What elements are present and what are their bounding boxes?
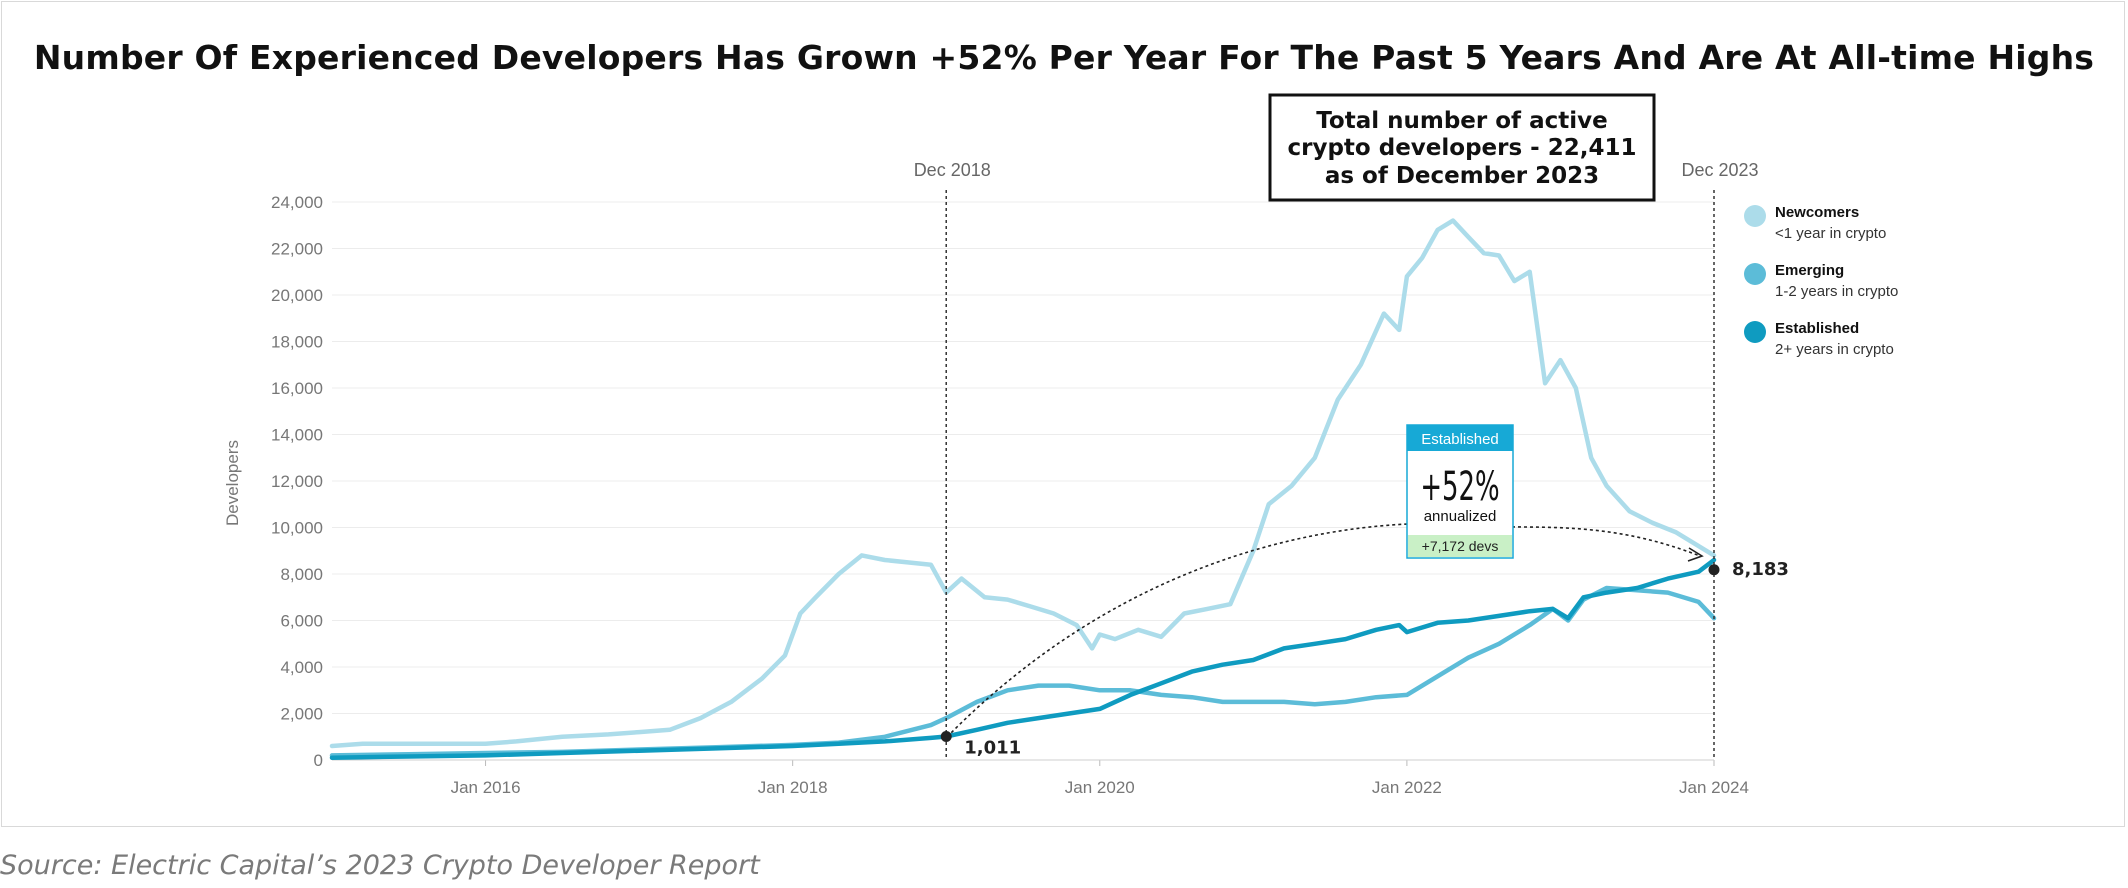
legend-name-newcomers: Newcomers xyxy=(1775,204,1859,221)
legend-name-emerging: Emerging xyxy=(1775,262,1844,279)
total-developers-box: Total number of active crypto developers… xyxy=(1268,93,1656,202)
legend-desc-established: 2+ years in crypto xyxy=(1775,341,1894,358)
callout-footer-bg xyxy=(1408,535,1512,557)
y-tick-label: 16,000 xyxy=(271,379,323,398)
series-lines xyxy=(329,218,1717,760)
callout-header: Established xyxy=(1421,431,1499,448)
series-line-established xyxy=(329,557,1717,760)
legend: Newcomers <1 year in crypto Emerging 1-2 ye… xyxy=(1744,204,1898,358)
endpoint-dot xyxy=(940,730,952,742)
grid-lines xyxy=(332,201,1714,761)
chart-title: Number Of Experienced Developers Has Gro… xyxy=(33,38,2095,77)
y-tick-label: 18,000 xyxy=(271,333,323,352)
y-tick-label: 8,000 xyxy=(280,565,323,584)
x-tick-labels: Jan 2016 Jan 2018 Jan 2020 Jan 2022 Jan 2024 xyxy=(451,760,1749,797)
endpoint-markers: 1,011 8,183 xyxy=(940,559,1789,758)
x-tick-label: Jan 2020 xyxy=(1065,778,1135,797)
established-growth-callout: Established +52% annualized +7,172 devs xyxy=(1406,424,1514,559)
callout-big-value: +52% xyxy=(1420,464,1499,510)
legend-desc-emerging: 1-2 years in crypto xyxy=(1775,283,1898,300)
legend-name-established: Established xyxy=(1775,320,1859,337)
y-tick-label: 4,000 xyxy=(280,658,323,677)
source-caption: Source: Electric Capital’s 2023 Crypto D… xyxy=(0,850,760,881)
callout-subtext: annualized xyxy=(1424,508,1497,525)
y-tick-label: 2,000 xyxy=(280,705,323,724)
total-box-line-3: as of December 2023 xyxy=(1325,163,1599,189)
growth-arrow-head xyxy=(1687,547,1704,562)
x-tick-label: Jan 2018 xyxy=(758,778,828,797)
callout-header-bg xyxy=(1407,425,1513,451)
callout-footer: +7,172 devs xyxy=(1422,538,1499,554)
y-tick-label: 12,000 xyxy=(271,472,323,491)
chart-frame xyxy=(1,1,2125,827)
y-tick-label: 22,000 xyxy=(271,240,323,259)
y-tick-label: 6,000 xyxy=(280,612,323,631)
vertical-marker-label: Dec 2018 xyxy=(914,160,991,180)
series-line-newcomers xyxy=(329,218,1717,749)
legend-swatch-established xyxy=(1744,321,1766,343)
legend-swatch-emerging xyxy=(1744,263,1766,285)
total-box-line-2: crypto developers - 22,411 xyxy=(1288,135,1637,161)
x-tick-label: Jan 2016 xyxy=(451,778,521,797)
x-tick-label: Jan 2024 xyxy=(1679,778,1749,797)
legend-swatch-newcomers xyxy=(1744,205,1766,227)
y-tick-label: 14,000 xyxy=(271,426,323,445)
endpoint-dot xyxy=(1708,564,1720,576)
y-tick-label: 0 xyxy=(314,751,323,770)
vertical-marker-label: Dec 2023 xyxy=(1681,160,1758,180)
growth-arrow-arc xyxy=(946,522,1701,738)
vertical-markers: Dec 2018 Dec 2023 xyxy=(914,160,1759,760)
y-axis-label: Developers xyxy=(223,440,242,526)
legend-desc-newcomers: <1 year in crypto xyxy=(1775,225,1886,242)
endpoint-label: 1,011 xyxy=(964,737,1021,758)
x-tick-label: Jan 2022 xyxy=(1372,778,1442,797)
endpoint-label: 8,183 xyxy=(1732,559,1789,580)
total-box-line-1: Total number of active xyxy=(1316,108,1607,134)
y-tick-label: 20,000 xyxy=(271,286,323,305)
y-tick-label: 24,000 xyxy=(271,193,323,212)
y-tick-labels: 0 2,000 4,000 6,000 8,000 10,000 12,000 14,000 1… xyxy=(271,193,323,770)
y-tick-label: 10,000 xyxy=(271,519,323,538)
